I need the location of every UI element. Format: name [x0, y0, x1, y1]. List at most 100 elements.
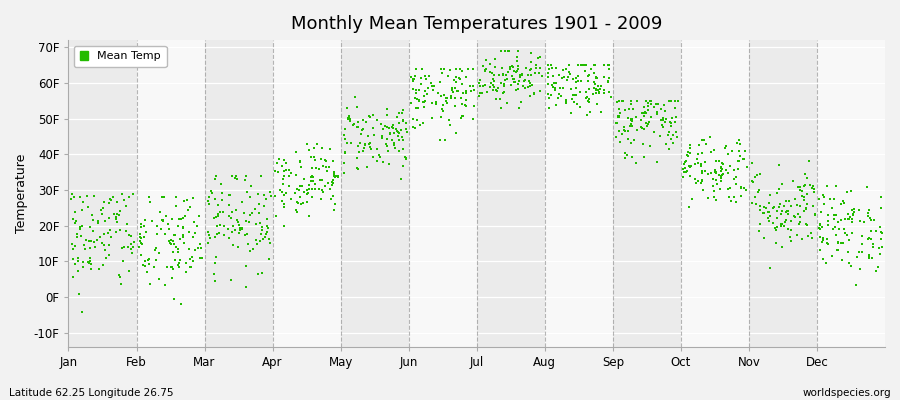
- Point: [166, 249, 181, 256]
- Point: [590, 100, 604, 107]
- Point: [327, 170, 341, 176]
- Point: [708, 167, 723, 174]
- Point: [574, 78, 589, 84]
- Point: [119, 203, 133, 210]
- Point: [731, 166, 745, 172]
- Point: [446, 86, 460, 92]
- Point: [71, 255, 86, 262]
- Point: [237, 210, 251, 216]
- Point: [134, 220, 148, 227]
- Point: [224, 172, 238, 179]
- Point: [836, 240, 850, 246]
- Point: [796, 183, 811, 189]
- Point: [806, 186, 821, 192]
- Point: [187, 219, 202, 225]
- Point: [529, 62, 544, 68]
- Point: [135, 241, 149, 247]
- Point: [619, 152, 634, 158]
- Point: [304, 174, 319, 180]
- Point: [435, 106, 449, 112]
- Point: [97, 242, 112, 248]
- Point: [842, 210, 856, 217]
- Legend: Mean Temp: Mean Temp: [74, 46, 166, 67]
- Point: [520, 72, 535, 78]
- Point: [161, 221, 176, 227]
- Point: [179, 260, 194, 266]
- Point: [163, 240, 177, 246]
- Point: [239, 218, 254, 224]
- Point: [390, 114, 404, 120]
- Point: [815, 256, 830, 263]
- Point: [813, 225, 827, 232]
- Point: [805, 184, 819, 191]
- Point: [591, 83, 606, 89]
- Point: [209, 253, 223, 260]
- Point: [313, 195, 328, 202]
- Point: [642, 118, 656, 125]
- Point: [109, 214, 123, 220]
- Point: [289, 172, 303, 178]
- Point: [446, 89, 460, 95]
- Point: [583, 108, 598, 115]
- Point: [497, 88, 511, 95]
- Point: [682, 142, 697, 148]
- Point: [807, 212, 822, 218]
- Point: [184, 264, 198, 270]
- Point: [458, 88, 473, 94]
- Point: [212, 230, 226, 236]
- Point: [453, 66, 467, 72]
- Point: [351, 148, 365, 155]
- Point: [569, 92, 583, 98]
- Point: [691, 178, 706, 184]
- Point: [365, 154, 380, 160]
- Point: [406, 116, 420, 122]
- Point: [305, 172, 320, 179]
- Point: [254, 172, 268, 179]
- Point: [208, 196, 222, 202]
- Point: [624, 140, 638, 146]
- Point: [770, 215, 784, 222]
- Point: [318, 183, 332, 189]
- Point: [208, 234, 222, 240]
- Point: [126, 239, 140, 246]
- Point: [591, 88, 606, 95]
- Point: [300, 140, 314, 147]
- Point: [138, 258, 152, 264]
- Point: [264, 192, 278, 199]
- Point: [603, 94, 617, 100]
- Point: [174, 301, 188, 307]
- Point: [639, 110, 653, 116]
- Point: [714, 165, 728, 172]
- Point: [517, 78, 531, 84]
- Point: [296, 200, 310, 206]
- Point: [712, 158, 726, 164]
- Point: [834, 200, 849, 207]
- Point: [211, 211, 225, 218]
- Point: [454, 114, 468, 121]
- Point: [616, 98, 631, 104]
- Point: [394, 110, 409, 116]
- Point: [310, 140, 324, 147]
- Point: [112, 272, 126, 279]
- Point: [483, 69, 498, 76]
- Point: [166, 241, 181, 247]
- Point: [261, 236, 275, 242]
- Point: [259, 231, 274, 237]
- Point: [845, 230, 859, 236]
- Point: [513, 72, 527, 78]
- Point: [718, 143, 733, 149]
- Point: [573, 62, 588, 68]
- Point: [516, 83, 530, 89]
- Point: [447, 95, 462, 101]
- Point: [843, 187, 858, 194]
- Point: [240, 241, 255, 248]
- Point: [224, 277, 238, 283]
- Point: [361, 132, 375, 139]
- Point: [76, 264, 91, 270]
- Point: [308, 181, 322, 187]
- Point: [558, 97, 572, 103]
- Point: [580, 73, 595, 79]
- Point: [567, 99, 581, 106]
- Point: [587, 70, 601, 76]
- Point: [465, 116, 480, 122]
